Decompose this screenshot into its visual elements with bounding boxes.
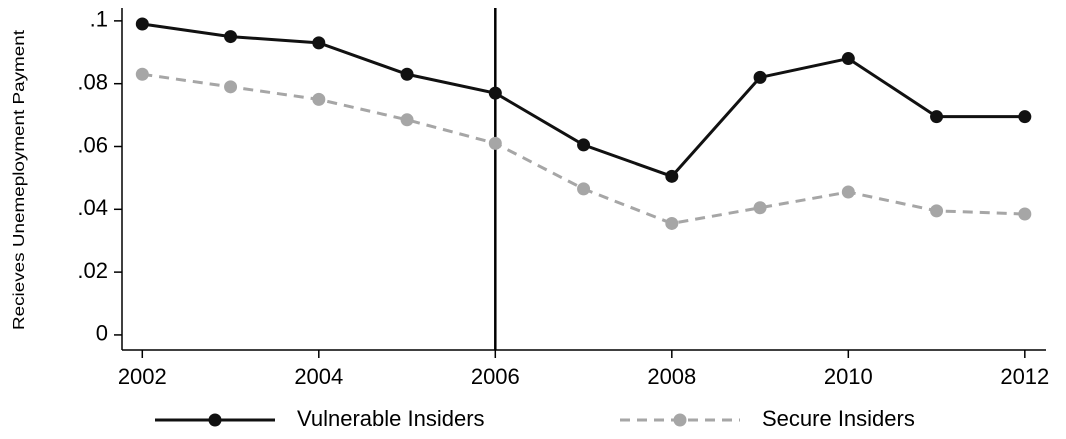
data-point: [135, 17, 149, 31]
legend-marker: [673, 413, 687, 427]
data-point: [488, 86, 502, 100]
y-axis-label: Recieves Unemeployment Payment: [11, 29, 28, 330]
legend-marker: [208, 413, 222, 427]
data-point: [930, 110, 944, 124]
data-point: [753, 70, 767, 84]
x-tick-label: 2002: [118, 364, 167, 389]
y-tick-label: .06: [77, 132, 108, 157]
y-tick-label: .1: [90, 7, 108, 32]
x-tick-label: 2012: [1000, 364, 1049, 389]
data-point: [224, 30, 238, 44]
x-tick-label: 2010: [824, 364, 873, 389]
data-point: [577, 182, 591, 196]
data-point: [312, 92, 326, 106]
data-point: [488, 136, 502, 150]
data-point: [1018, 110, 1032, 124]
y-tick-label: .08: [77, 69, 108, 94]
data-point: [400, 113, 414, 127]
legend-label: Vulnerable Insiders: [297, 406, 485, 431]
x-tick-label: 2008: [647, 364, 696, 389]
x-tick-label: 2004: [294, 364, 343, 389]
series-line: [142, 22, 1025, 179]
x-tick-label: 2006: [471, 364, 520, 389]
data-point: [841, 52, 855, 66]
data-point: [665, 169, 679, 183]
y-tick-label: 0: [96, 321, 108, 346]
y-tick-label: .04: [77, 195, 108, 220]
legend-label: Secure Insiders: [762, 406, 915, 431]
data-point: [1018, 207, 1032, 221]
data-point: [665, 216, 679, 230]
data-point: [577, 138, 591, 152]
data-point: [753, 201, 767, 215]
data-point: [312, 36, 326, 50]
y-tick-label: .02: [77, 258, 108, 283]
data-point: [135, 67, 149, 81]
data-point: [841, 185, 855, 199]
data-point: [930, 204, 944, 218]
data-point: [224, 80, 238, 94]
data-point: [400, 67, 414, 81]
